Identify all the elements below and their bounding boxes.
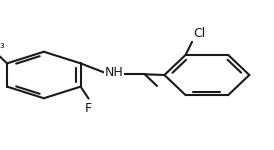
Text: Cl: Cl	[193, 27, 206, 40]
Text: F: F	[85, 102, 92, 115]
Text: NH: NH	[105, 66, 124, 79]
Text: CH₃: CH₃	[0, 38, 5, 51]
